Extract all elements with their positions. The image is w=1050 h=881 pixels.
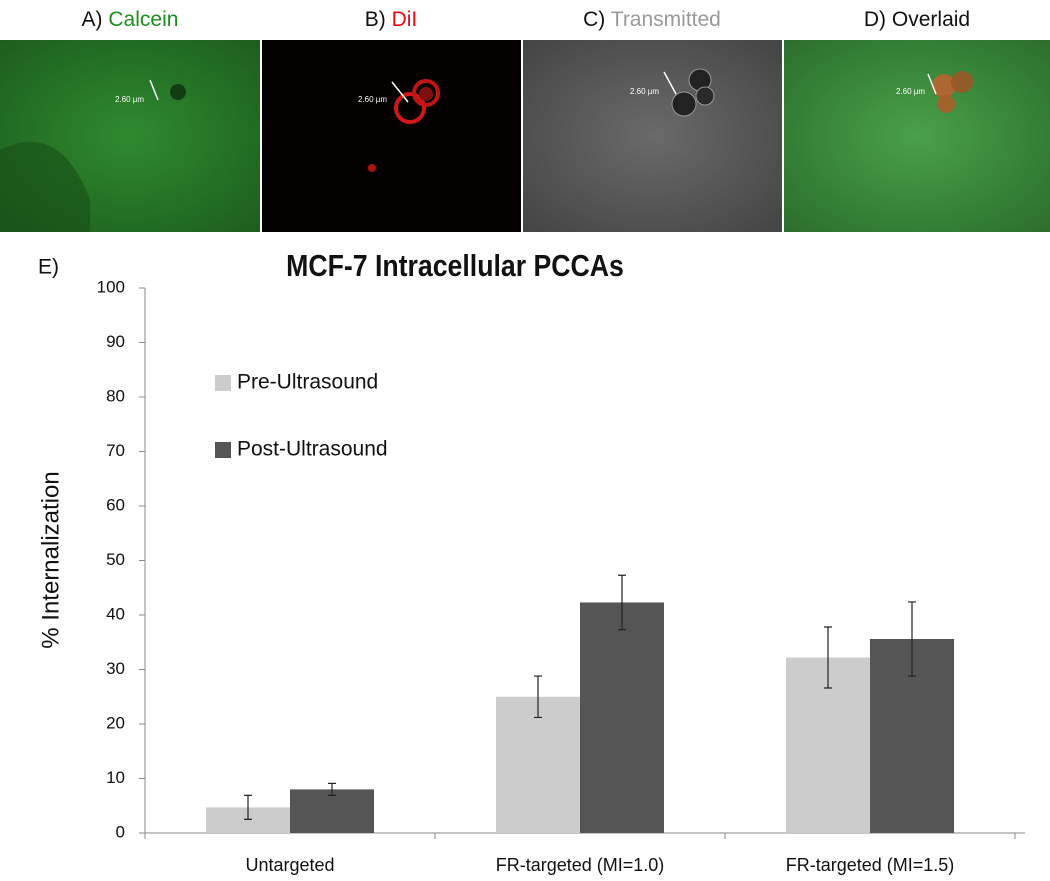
cell xyxy=(671,91,697,117)
x-tick-label: FR-targeted (MI=1.0) xyxy=(496,855,665,875)
cell xyxy=(419,87,433,101)
error-bar xyxy=(618,574,626,631)
image-panels xyxy=(0,40,1050,232)
panel-label: B) DiI xyxy=(365,8,418,31)
y-tick-label: 100 xyxy=(97,277,125,296)
panel-letter: B) xyxy=(365,8,386,31)
chart-title: MCF-7 Intracellular PCCAs xyxy=(286,249,624,283)
x-tick-label: FR-targeted (MI=1.5) xyxy=(786,855,955,875)
error-bar xyxy=(908,601,916,677)
cell xyxy=(394,92,426,124)
legend-swatch xyxy=(215,375,231,391)
panel-label: E) xyxy=(38,256,59,279)
panel-label: D) Overlaid xyxy=(864,8,970,31)
y-tick-label: 40 xyxy=(106,604,125,623)
scale-label: 2.60 µm xyxy=(896,87,925,96)
bar xyxy=(290,789,374,833)
y-tick-label: 80 xyxy=(106,386,125,405)
legend-label: Post-Ultrasound xyxy=(237,438,388,461)
y-tick-label: 10 xyxy=(106,768,125,787)
y-tick-label: 90 xyxy=(106,332,125,351)
y-axis-label: % Internalization xyxy=(37,471,64,648)
cell xyxy=(695,86,715,106)
scale-label: 2.60 µm xyxy=(358,95,387,104)
cell xyxy=(932,74,956,98)
legend-swatch xyxy=(215,442,231,458)
dii-image xyxy=(262,40,521,232)
error-bar xyxy=(534,675,542,719)
bar xyxy=(580,602,664,833)
y-tick-label: 60 xyxy=(106,495,125,514)
transmitted-image xyxy=(523,40,782,232)
y-tick-label: 30 xyxy=(106,659,125,678)
scale-bar xyxy=(149,79,159,101)
error-bar xyxy=(328,782,336,796)
x-tick-label: Untargeted xyxy=(245,855,334,875)
y-tick-label: 50 xyxy=(106,550,125,569)
panel-letter: D) xyxy=(864,8,886,31)
panel-name: Overlaid xyxy=(892,8,970,31)
scale-bar xyxy=(391,81,409,103)
panel-name: DiI xyxy=(392,8,418,31)
legend-label: Pre-Ultrasound xyxy=(237,371,378,394)
cell xyxy=(368,164,376,172)
overlaid-image xyxy=(784,40,1050,232)
scale-label: 2.60 µm xyxy=(630,87,659,96)
bar xyxy=(496,696,580,833)
error-bar xyxy=(244,794,252,820)
panel-letter: A) xyxy=(82,8,103,31)
y-tick-label: 70 xyxy=(106,441,125,460)
cell xyxy=(937,95,955,113)
panel-label: C) Transmitted xyxy=(583,8,721,31)
y-tick-label: 0 xyxy=(116,822,125,841)
panel-name: Calcein xyxy=(108,8,178,31)
panel-letter: C) xyxy=(583,8,605,31)
scale-bar xyxy=(927,73,937,95)
cell xyxy=(170,84,186,100)
scale-bar xyxy=(663,71,677,95)
panel-name: Transmitted xyxy=(611,8,721,31)
y-tick-label: 20 xyxy=(106,713,125,732)
scale-label: 2.60 µm xyxy=(115,95,144,104)
cell-shadow xyxy=(0,141,90,232)
error-bar xyxy=(824,626,832,689)
cell xyxy=(412,79,440,107)
panel-label: A) Calcein xyxy=(82,8,179,31)
cell xyxy=(951,71,973,93)
